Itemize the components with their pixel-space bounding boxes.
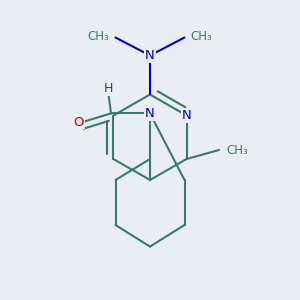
Text: H: H: [103, 82, 113, 95]
Text: O: O: [74, 116, 84, 129]
Text: CH₃: CH₃: [226, 143, 248, 157]
Text: N: N: [145, 107, 155, 120]
Text: CH₃: CH₃: [88, 29, 110, 43]
Text: N: N: [145, 49, 155, 62]
Text: N: N: [182, 109, 191, 122]
Text: CH₃: CH₃: [190, 29, 212, 43]
